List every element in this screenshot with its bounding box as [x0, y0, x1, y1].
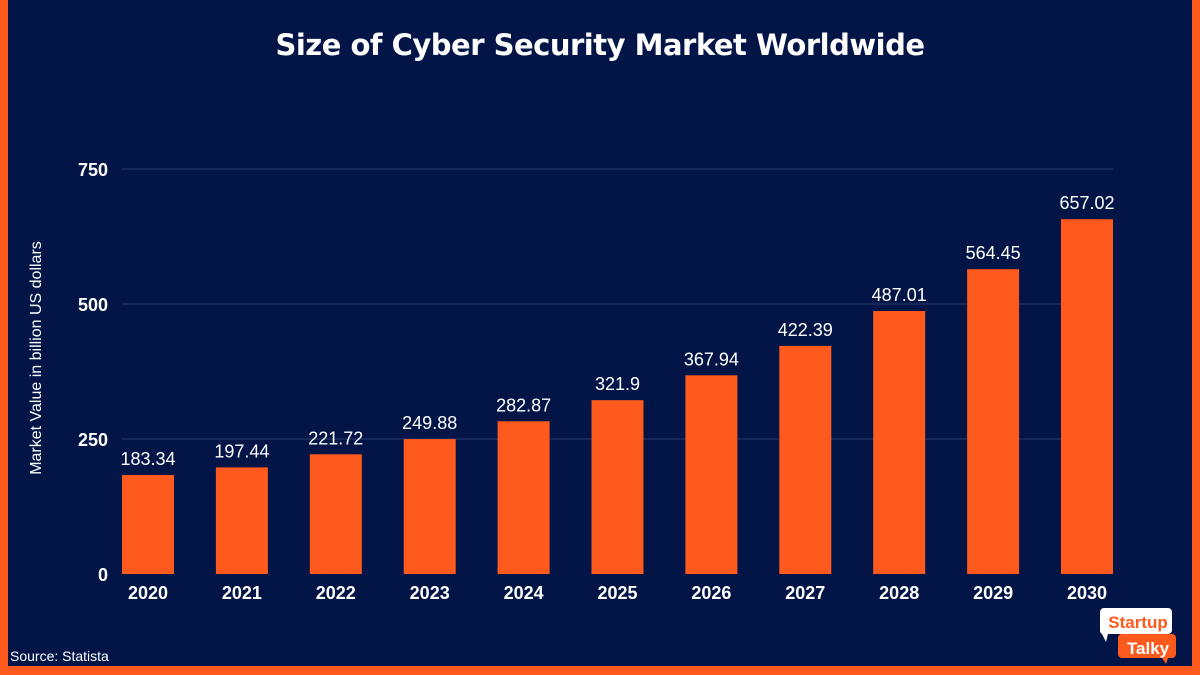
- source-note: Source: Statista: [10, 648, 109, 664]
- x-tick-label: 2021: [222, 583, 262, 603]
- data-label: 487.01: [872, 285, 927, 305]
- data-label: 367.94: [684, 349, 739, 369]
- data-label: 249.88: [402, 413, 457, 433]
- y-tick-label: 0: [98, 565, 108, 585]
- svg-text:Startup: Startup: [1108, 613, 1168, 632]
- bar-2022: [309, 454, 362, 574]
- x-tick-label: 2026: [691, 583, 731, 603]
- data-label: 183.34: [120, 449, 175, 469]
- bar-2021: [215, 467, 268, 574]
- svg-text:Talky: Talky: [1127, 639, 1170, 658]
- y-tick-label: 750: [78, 160, 108, 180]
- bar-2028: [873, 311, 926, 574]
- data-label: 197.44: [214, 441, 269, 461]
- bar-2023: [403, 439, 456, 574]
- chart-title: Size of Cyber Security Market Worldwide: [275, 28, 925, 62]
- data-label: 422.39: [778, 320, 833, 340]
- bar-2025: [591, 400, 644, 574]
- x-tick-label: 2022: [316, 583, 356, 603]
- bar-2020: [122, 474, 174, 574]
- x-tick-label: 2025: [597, 583, 637, 603]
- bar-2026: [685, 375, 738, 574]
- bar-2024: [497, 421, 550, 574]
- bar-2029: [967, 269, 1020, 574]
- y-tick-label: 500: [78, 295, 108, 315]
- data-label: 221.72: [308, 428, 363, 448]
- x-tick-label: 2023: [410, 583, 450, 603]
- data-label: 564.45: [966, 243, 1021, 263]
- bar-2030: [1061, 219, 1113, 574]
- startup-talky-logo: Startup Talky: [1100, 608, 1176, 664]
- x-tick-label: 2029: [973, 583, 1013, 603]
- x-tick-label: 2020: [128, 583, 168, 603]
- x-tick-label: 2024: [504, 583, 544, 603]
- data-label: 282.87: [496, 395, 551, 415]
- x-tick-label: 2027: [785, 583, 825, 603]
- data-label: 657.02: [1059, 193, 1114, 213]
- x-tick-label: 2030: [1067, 583, 1107, 603]
- data-label: 321.9: [595, 374, 640, 394]
- bar-2027: [779, 345, 832, 574]
- y-tick-label: 250: [78, 430, 108, 450]
- x-tick-label: 2028: [879, 583, 919, 603]
